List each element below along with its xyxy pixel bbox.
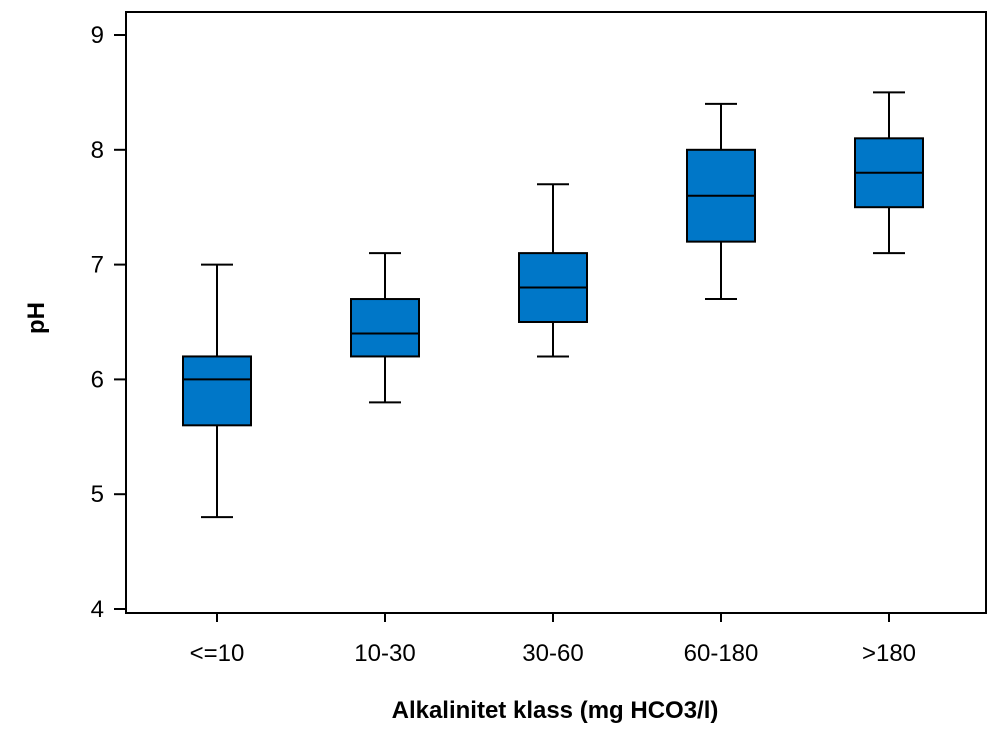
- x-axis: <=10 10-30 30-60 60-180 >180: [190, 613, 916, 667]
- box-0: [182, 263, 252, 519]
- x-axis-title: Alkalinitet klass (mg HCO3/l): [392, 697, 719, 724]
- plot-frame: [125, 11, 987, 614]
- x-tick-label-1: 10-30: [354, 640, 415, 667]
- y-tick-label-2: 6: [91, 366, 104, 393]
- box-3: [686, 102, 756, 301]
- y-tick-label-5: 9: [91, 22, 104, 49]
- box-2: [518, 183, 588, 358]
- x-tick-label-0: <=10: [190, 640, 245, 667]
- box-4: [854, 91, 924, 255]
- x-tick-label-2: 30-60: [522, 640, 583, 667]
- box-1: [350, 252, 420, 404]
- x-tick-label-3: 60-180: [684, 640, 759, 667]
- y-axis-title: pH: [23, 302, 50, 334]
- y-tick-label-3: 7: [91, 252, 104, 279]
- box-rect-1: [350, 298, 420, 358]
- box-rect-0: [182, 355, 252, 427]
- y-tick-label-1: 5: [91, 481, 104, 508]
- y-tick-label-4: 8: [91, 137, 104, 164]
- box-series: [182, 91, 924, 519]
- y-tick-label-0: 4: [91, 596, 104, 623]
- y-axis: 4 5 6 7 8 9: [91, 22, 126, 623]
- x-tick-label-4: >180: [862, 640, 916, 667]
